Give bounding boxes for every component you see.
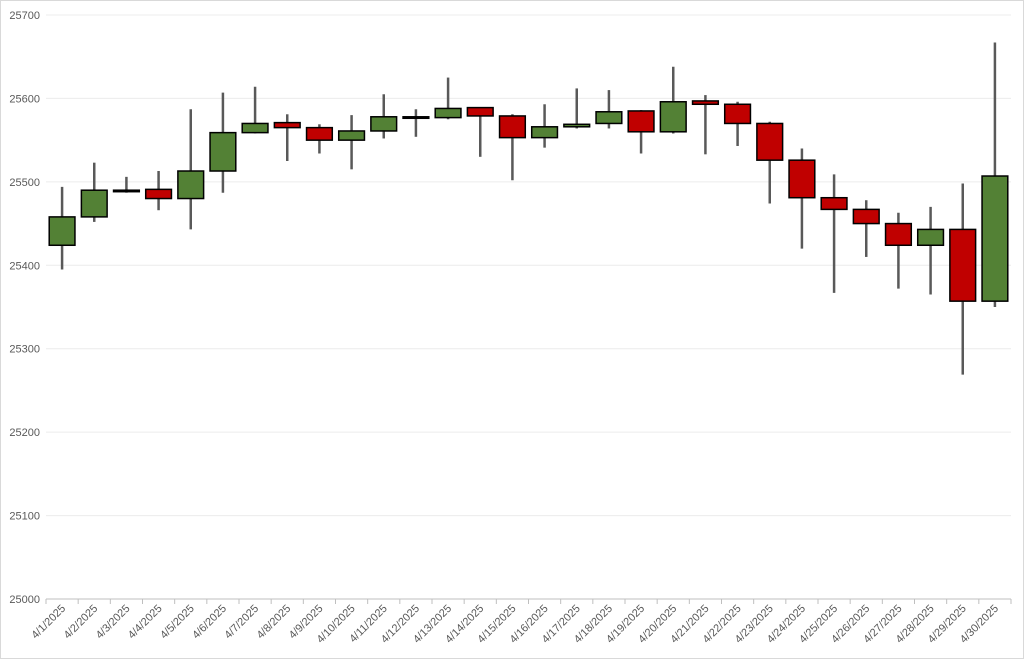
candle — [691, 95, 720, 155]
candle-body-up — [112, 189, 141, 193]
y-tick-label: 25300 — [9, 344, 40, 356]
candle-body-up — [337, 130, 366, 141]
candle-body-down — [402, 116, 430, 120]
candle — [209, 92, 237, 193]
candle-body-down — [949, 228, 977, 302]
candle-body-up — [916, 228, 945, 247]
y-tick-label: 25500 — [9, 177, 40, 189]
candle — [337, 115, 366, 170]
candles — [48, 42, 1009, 375]
candle — [80, 162, 108, 222]
candle — [466, 106, 494, 157]
x-axis: 4/1/20254/2/20254/3/20254/4/20254/5/2025… — [29, 598, 1012, 646]
candle — [627, 110, 655, 154]
candle-body-down — [498, 115, 527, 139]
candle — [112, 176, 141, 193]
x-tick-label: 4/4/2025 — [126, 603, 165, 642]
gridlines — [46, 14, 1011, 517]
candle-body-up — [48, 216, 76, 247]
candle-body-down — [627, 110, 655, 133]
y-tick-label: 25100 — [9, 511, 40, 523]
candle-body-up — [659, 101, 687, 133]
candle — [241, 86, 269, 134]
candle — [48, 186, 76, 270]
candle-body-up — [595, 111, 623, 125]
candle — [498, 114, 527, 181]
x-tick-label: 4/5/2025 — [158, 603, 197, 642]
candle-body-down — [691, 100, 720, 106]
candle-body-down — [305, 126, 334, 141]
candle — [949, 183, 977, 375]
candle-body-up — [241, 122, 269, 134]
candle — [916, 206, 945, 295]
candle-body-down — [852, 208, 880, 225]
candle — [595, 90, 623, 129]
y-axis: 25000 25100 25200 25300 25400 25500 25600 25700 — [9, 10, 40, 606]
candle-body-up — [563, 123, 591, 128]
candle-body-down — [788, 159, 816, 199]
candle-body-up — [981, 175, 1009, 302]
candle-body-down — [273, 121, 301, 129]
candle — [177, 109, 205, 230]
candle-body-up — [177, 170, 205, 200]
x-tick-label: 4/8/2025 — [255, 603, 294, 642]
candle — [852, 200, 880, 257]
candle — [402, 109, 430, 137]
candle — [884, 212, 913, 289]
x-tick-label: 4/6/2025 — [190, 603, 229, 642]
y-tick-label: 25600 — [9, 93, 40, 105]
candle-body-down — [820, 196, 848, 211]
candle-body-down — [884, 222, 913, 247]
candle — [273, 114, 301, 161]
candle — [756, 121, 784, 204]
candle-body-up — [209, 131, 237, 172]
candle-body-up — [530, 126, 559, 139]
candle — [563, 88, 591, 129]
candle — [820, 174, 848, 293]
candle — [981, 42, 1009, 307]
candle-body-down — [466, 106, 494, 117]
candle — [370, 94, 398, 139]
candle-body-up — [80, 189, 108, 218]
candle-body-up — [434, 107, 462, 119]
x-tick-label: 4/7/2025 — [222, 603, 261, 642]
candle — [788, 148, 816, 249]
candle — [723, 101, 752, 146]
candle-body-down — [144, 188, 173, 200]
x-tick-label: 4/2/2025 — [62, 603, 101, 642]
candle — [659, 66, 687, 134]
y-tick-label: 25700 — [9, 10, 40, 22]
x-tick-label: 4/1/2025 — [29, 603, 68, 642]
candle — [305, 124, 334, 154]
candle — [530, 104, 559, 148]
candle — [434, 77, 462, 120]
y-tick-label: 25400 — [9, 260, 40, 272]
candle-body-up — [370, 116, 398, 132]
candle — [144, 171, 173, 211]
candle-body-down — [756, 122, 784, 161]
x-tick-label: 4/3/2025 — [94, 603, 133, 642]
candle-body-down — [723, 103, 752, 125]
y-tick-label: 25000 — [9, 594, 40, 606]
y-tick-label: 25200 — [9, 427, 40, 439]
